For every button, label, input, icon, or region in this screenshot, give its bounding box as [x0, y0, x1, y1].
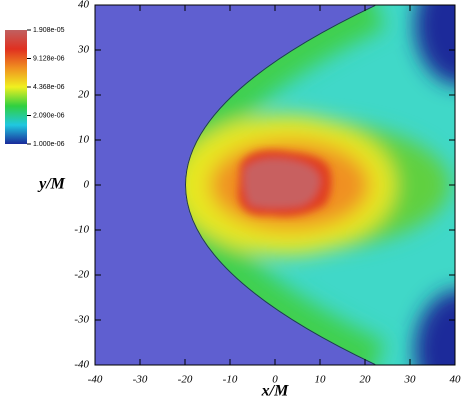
colorbar-tick-label: 9.128e-06: [33, 55, 65, 62]
colorbar: [5, 30, 27, 144]
y-tick-label: -40: [74, 359, 89, 371]
x-axis-label: x/M: [261, 383, 289, 400]
colorbar-tick-label: 1.908e-05: [33, 27, 65, 34]
y-tick-label: 30: [77, 44, 90, 56]
y-tick-label: 40: [78, 0, 90, 11]
colorbar-tick-label: 1.000e-06: [33, 141, 65, 148]
y-tick-label: 0: [84, 179, 90, 191]
y-tick-label: 20: [78, 89, 90, 101]
x-tick-label: 40: [450, 374, 462, 386]
x-tick-label: -40: [88, 374, 103, 386]
x-tick-label: 20: [360, 374, 372, 386]
x-tick-label: 10: [315, 374, 327, 386]
y-tick-label: -20: [74, 269, 89, 281]
colorbar-tick-label: 2.090e-06: [33, 112, 65, 119]
x-tick-label: -30: [133, 374, 148, 386]
x-tick-label: -20: [178, 374, 193, 386]
field: [95, 5, 455, 365]
y-tick-label: 10: [78, 134, 90, 146]
shocked-region: [185, 5, 455, 365]
colorbar-tick-label: 4.368e-06: [33, 84, 65, 91]
x-tick-label: 0: [272, 374, 278, 386]
y-tick-label: -10: [74, 224, 89, 236]
y-tick-label: -30: [74, 314, 89, 326]
y-axis-label: y/M: [37, 176, 66, 193]
x-tick-label: 30: [404, 374, 417, 386]
x-tick-label: -10: [223, 374, 238, 386]
